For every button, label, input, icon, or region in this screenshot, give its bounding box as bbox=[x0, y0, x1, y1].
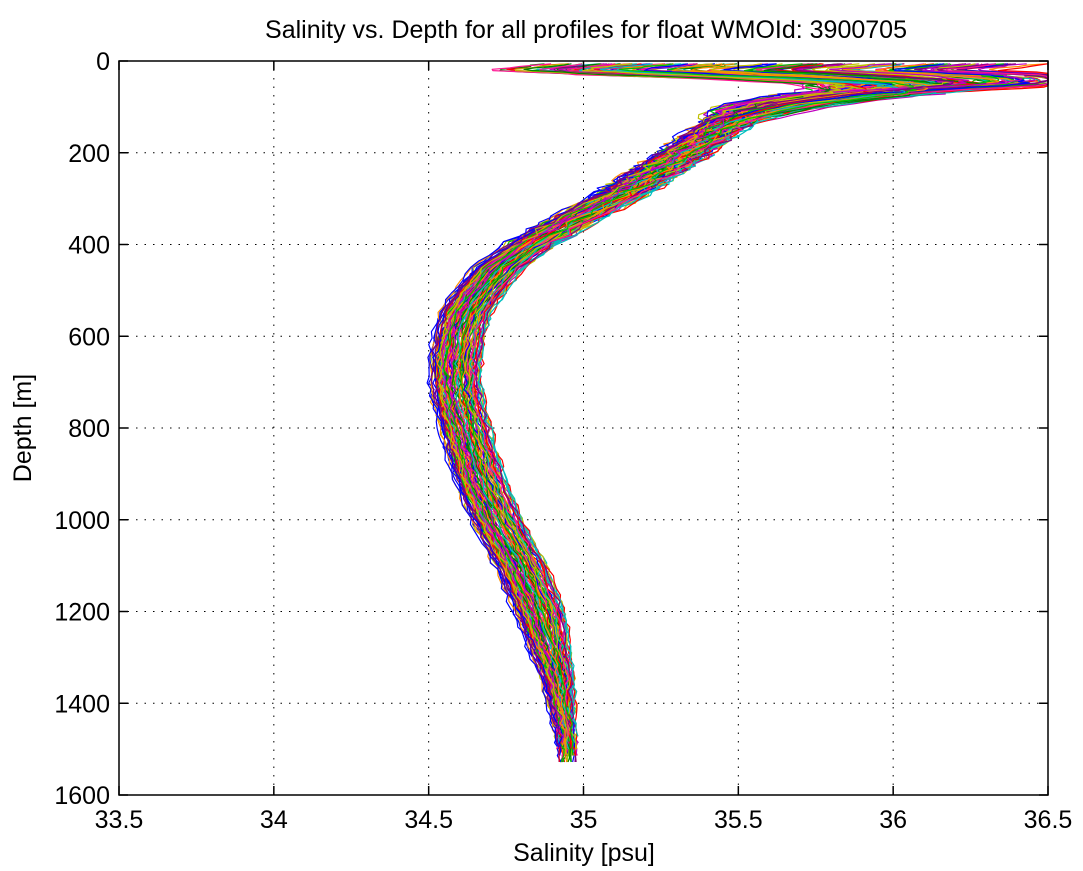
y-tick-label: 600 bbox=[68, 323, 110, 351]
y-tick-label: 0 bbox=[96, 48, 110, 76]
salinity-profile-line bbox=[449, 63, 951, 756]
salinity-profile-line bbox=[446, 63, 970, 750]
salinity-profile-line bbox=[443, 63, 977, 756]
salinity-profile-line bbox=[436, 63, 1000, 756]
salinity-profile-line bbox=[463, 63, 1025, 763]
salinity-profile-line bbox=[460, 63, 904, 750]
x-axis-label: Salinity [psu] bbox=[513, 839, 655, 867]
salinity-profiles bbox=[426, 63, 1049, 763]
salinity-profile-line bbox=[440, 63, 954, 743]
salinity-profile-line bbox=[434, 63, 982, 763]
x-tick-label: 36.5 bbox=[1024, 806, 1073, 834]
salinity-profile-line bbox=[438, 63, 846, 750]
y-tick-label: 800 bbox=[68, 415, 110, 443]
salinity-profile-line bbox=[430, 63, 1049, 743]
y-tick-label: 1000 bbox=[54, 507, 110, 535]
y-tick-label: 1400 bbox=[54, 690, 110, 718]
x-tick-label: 34.5 bbox=[404, 806, 453, 834]
y-axis-label: Depth [m] bbox=[9, 374, 37, 482]
salinity-profile-line bbox=[450, 63, 813, 737]
salinity-profile-line bbox=[449, 63, 825, 750]
y-tick-label: 200 bbox=[68, 140, 110, 168]
salinity-profile-line bbox=[430, 63, 1004, 756]
salinity-profile-line bbox=[435, 63, 976, 763]
salinity-profile-line bbox=[448, 63, 1023, 743]
x-tick-label: 35.5 bbox=[714, 806, 763, 834]
grid-lines bbox=[119, 61, 1048, 795]
salinity-profile-line bbox=[443, 63, 1049, 763]
x-tick-label: 36 bbox=[879, 806, 907, 834]
salinity-profile-line bbox=[432, 63, 1031, 756]
chart-title: Salinity vs. Depth for all profiles for … bbox=[265, 16, 907, 44]
salinity-profile-line bbox=[459, 63, 917, 756]
y-tick-label: 1200 bbox=[54, 599, 110, 627]
salinity-profile-line bbox=[440, 63, 991, 743]
salinity-profile-line bbox=[448, 63, 944, 750]
salinity-profile-line bbox=[435, 63, 951, 743]
y-tick-label: 400 bbox=[68, 232, 110, 260]
plot-axes: 33.5 34 34.5 35 35.5 36 36.5 0 200 400 600 800 1000 1… bbox=[54, 48, 1072, 834]
y-tick-label: 1600 bbox=[54, 782, 110, 810]
salinity-profile-line bbox=[436, 63, 1000, 756]
x-tick-label: 35 bbox=[570, 806, 598, 834]
x-tick-label: 34 bbox=[260, 806, 288, 834]
salinity-profile-line bbox=[432, 63, 1049, 763]
salinity-profile-line bbox=[435, 63, 806, 743]
x-tick-label: 33.5 bbox=[95, 806, 144, 834]
salinity-profile-line bbox=[441, 63, 969, 750]
salinity-profile-line bbox=[432, 63, 955, 750]
